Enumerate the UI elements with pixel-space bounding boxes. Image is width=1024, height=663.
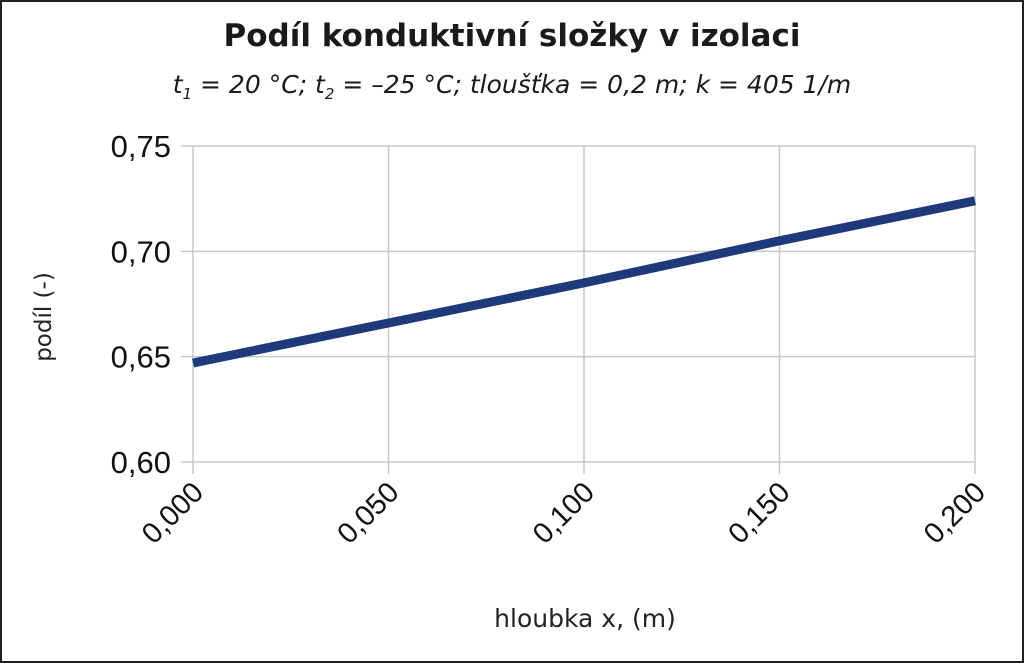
x-axis-label: hloubka x, (m) bbox=[494, 604, 676, 633]
subtitle-t1-subscript: 1 bbox=[182, 85, 193, 103]
y-tick-label: 0,70 bbox=[111, 234, 171, 269]
y-tick-label: 0,65 bbox=[111, 340, 171, 375]
chart-title: Podíl konduktivní složky v izolaci bbox=[223, 18, 801, 54]
x-tick-label: 0,000 bbox=[136, 476, 210, 550]
x-tick-label: 0,200 bbox=[918, 476, 992, 550]
chart-subtitle: t1 = 20 °C; t2 = –25 °C; tloušťka = 0,2 … bbox=[0, 70, 1024, 103]
subtitle-part2: = –25 °C; tloušťka = 0,2 m; k = 405 1/m bbox=[334, 70, 852, 99]
series-line bbox=[192, 196, 976, 368]
y-tick-label: 0,75 bbox=[111, 129, 171, 164]
subtitle-part1: = 20 °C; bbox=[192, 70, 316, 99]
y-tick-label: 0,60 bbox=[111, 445, 171, 480]
x-tick-label: 0,150 bbox=[723, 476, 797, 550]
subtitle-t2-subscript: 2 bbox=[324, 85, 335, 103]
x-tick-label: 0,050 bbox=[332, 476, 406, 550]
x-tick-label: 0,100 bbox=[527, 476, 601, 550]
subtitle-t1-symbol: t bbox=[172, 70, 183, 99]
subtitle-t2-symbol: t bbox=[315, 70, 325, 99]
